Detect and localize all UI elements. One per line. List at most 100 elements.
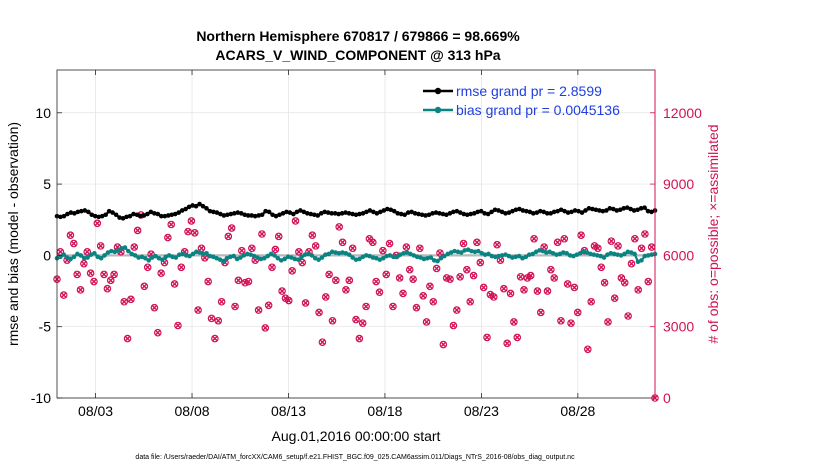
obs-possible-marker	[167, 220, 176, 229]
obs-assimilated-marker	[399, 290, 407, 297]
rmse-point	[506, 210, 512, 215]
rmse-point	[590, 206, 595, 212]
rmse-point	[482, 211, 487, 216]
rmse-point	[266, 209, 272, 215]
obs-assimilated-marker	[329, 317, 336, 324]
rmse-point	[555, 208, 560, 214]
obs-assimilated-marker	[342, 286, 350, 293]
rmse-point	[492, 207, 498, 213]
bias-point	[61, 252, 67, 257]
obs-assimilated-marker	[70, 240, 77, 247]
bias-point	[160, 257, 165, 262]
obs-possible-marker	[285, 296, 293, 305]
obs-assimilated-marker	[174, 322, 182, 329]
bias-point	[204, 250, 209, 256]
rmse-point	[374, 211, 380, 216]
obs-possible-marker	[177, 263, 186, 272]
rmse-point	[322, 209, 328, 215]
obs-possible-marker	[83, 248, 92, 256]
obs-possible-marker	[241, 278, 249, 287]
obs-assimilated-marker	[258, 230, 266, 238]
bias-point	[221, 258, 226, 264]
rmse-point	[336, 211, 341, 217]
obs-possible-marker	[153, 328, 162, 337]
rmse-point	[245, 213, 251, 218]
obs-assimilated-marker	[614, 242, 622, 249]
obs-possible-marker	[594, 244, 602, 253]
obs-possible-marker	[278, 287, 286, 295]
obs-assimilated-marker	[215, 317, 222, 324]
obs-possible-marker	[295, 248, 303, 256]
bias-point	[530, 251, 535, 257]
rmse-point	[433, 210, 439, 215]
obs-possible-marker	[567, 319, 575, 327]
obs-assimilated-marker	[228, 224, 235, 232]
rmse-point	[468, 211, 474, 217]
obs-possible-marker	[321, 293, 330, 301]
obs-assimilated-marker	[376, 289, 383, 296]
rmse-point	[263, 208, 268, 214]
obs-possible-marker	[560, 234, 569, 243]
obs-possible-marker	[342, 286, 350, 294]
rmse-point	[343, 210, 348, 215]
obs-assimilated-marker	[168, 221, 175, 228]
obs-assimilated-marker	[74, 271, 81, 278]
rmse-point	[638, 206, 644, 211]
rmse-point	[541, 209, 547, 215]
obs-assimilated-marker	[272, 246, 279, 253]
obs-assimilated-marker	[178, 264, 185, 271]
rmse-point	[68, 210, 74, 215]
obs-possible-marker	[530, 234, 538, 243]
obs-assimilated-marker	[420, 292, 427, 299]
obs-assimilated-marker	[416, 245, 423, 252]
obs-assimilated-marker	[564, 280, 571, 288]
obs-possible-marker	[96, 242, 105, 250]
obs-possible-marker	[338, 238, 347, 247]
y-axis-right-label: # of obs: o=possible; ×=assimilated	[705, 124, 721, 343]
obs-assimilated-marker	[551, 274, 558, 282]
obs-possible-marker	[469, 271, 478, 280]
obs-possible-marker	[103, 284, 112, 293]
bias-point	[132, 253, 138, 258]
rmse-point	[353, 212, 359, 218]
obs-assimilated-marker	[235, 277, 242, 284]
obs-possible-marker	[520, 286, 528, 294]
obs-assimilated-marker	[346, 277, 353, 284]
obs-assimilated-marker	[500, 285, 507, 292]
obs-assimilated-marker	[198, 245, 205, 252]
obs-assimilated-marker	[339, 239, 346, 246]
obs-assimilated-marker	[332, 277, 339, 284]
rmse-point	[85, 209, 91, 215]
rmse-point	[329, 211, 334, 216]
bias-point	[564, 250, 569, 256]
bias-point	[438, 255, 444, 261]
bias-point	[122, 245, 128, 250]
rmse-point	[593, 207, 599, 213]
obs-assimilated-marker	[208, 315, 215, 322]
rmse-point	[75, 209, 81, 215]
rmse-point	[534, 210, 540, 215]
obs-assimilated-marker	[60, 291, 67, 299]
obs-possible-marker	[419, 291, 427, 300]
obs-assimilated-marker	[292, 217, 299, 225]
obs-assimilated-marker	[446, 276, 454, 283]
rmse-point	[61, 213, 67, 219]
rmse-point	[583, 208, 588, 213]
bias-point	[459, 250, 464, 255]
obs-assimilated-marker	[141, 283, 148, 290]
obs-possible-marker	[526, 271, 535, 280]
obs-assimilated-marker	[158, 270, 165, 277]
obs-assimilated-marker	[641, 230, 649, 238]
rmse-point	[117, 215, 122, 220]
obs-possible-marker	[614, 242, 622, 250]
x-tick-label: 08/13	[271, 403, 306, 419]
rmse-point	[172, 211, 178, 217]
obs-assimilated-marker	[268, 264, 276, 271]
obs-possible-marker	[66, 231, 75, 239]
obs-assimilated-marker	[403, 243, 410, 251]
obs-possible-marker	[405, 265, 414, 274]
obs-possible-marker	[264, 301, 273, 310]
y-left-tick-label: 0	[43, 247, 51, 263]
rmse-point	[517, 206, 522, 212]
bias-point	[282, 256, 287, 262]
